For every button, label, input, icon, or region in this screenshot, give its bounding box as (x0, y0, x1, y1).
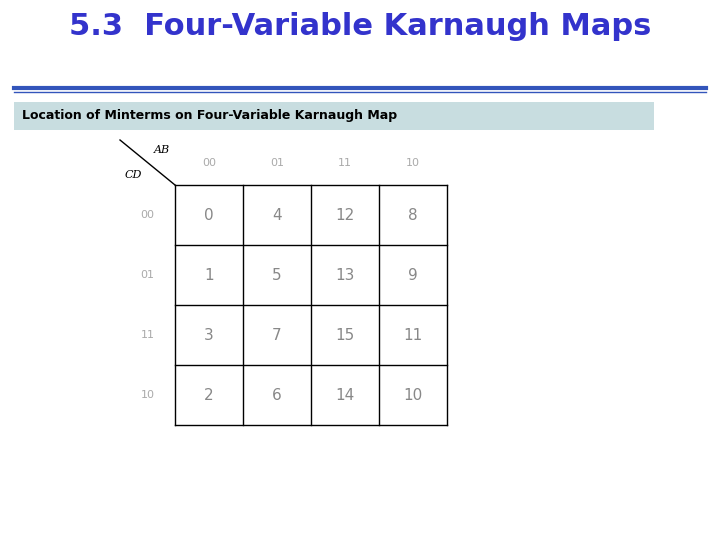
Text: 13: 13 (336, 267, 355, 282)
Text: 10: 10 (140, 390, 155, 400)
Text: 3: 3 (204, 327, 214, 342)
Text: 4: 4 (272, 207, 282, 222)
Text: 00: 00 (202, 158, 216, 167)
Text: 11: 11 (338, 158, 352, 167)
Text: 10: 10 (403, 388, 423, 402)
Text: Location of Minterms on Four-Variable Karnaugh Map: Location of Minterms on Four-Variable Ka… (22, 110, 397, 123)
Text: CD: CD (125, 170, 143, 180)
Text: 14: 14 (336, 388, 355, 402)
Text: 15: 15 (336, 327, 355, 342)
Text: 0: 0 (204, 207, 214, 222)
Text: 00: 00 (140, 210, 155, 220)
Text: 9: 9 (408, 267, 418, 282)
Text: 5.3  Four-Variable Karnaugh Maps: 5.3 Four-Variable Karnaugh Maps (69, 12, 651, 41)
Text: 8: 8 (408, 207, 418, 222)
Text: 01: 01 (140, 270, 155, 280)
Text: 2: 2 (204, 388, 214, 402)
Text: 5: 5 (272, 267, 282, 282)
Text: 1: 1 (204, 267, 214, 282)
Text: 7: 7 (272, 327, 282, 342)
Text: AB: AB (154, 145, 170, 155)
Text: 10: 10 (406, 158, 420, 167)
Bar (14, 102, 654, 130)
Text: 01: 01 (270, 158, 284, 167)
Text: 11: 11 (140, 330, 155, 340)
Text: 6: 6 (272, 388, 282, 402)
Text: 12: 12 (336, 207, 355, 222)
Text: 11: 11 (403, 327, 423, 342)
